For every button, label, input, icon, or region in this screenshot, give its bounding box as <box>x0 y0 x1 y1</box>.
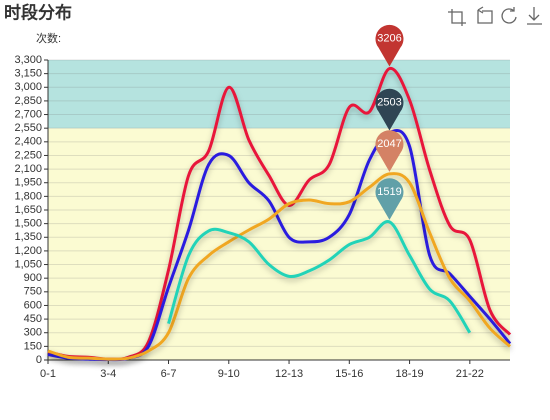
x-tick-label: 0-1 <box>40 368 56 380</box>
y-tick-label: 2,550 <box>14 122 42 134</box>
mark-point-label: 2047 <box>377 138 401 150</box>
y-tick-label: 3,000 <box>14 81 42 93</box>
line <box>167 220 472 334</box>
y-tick-label: 3,150 <box>14 68 42 80</box>
x-tick-label: 15-16 <box>335 368 363 380</box>
y-tick-label: 1,650 <box>14 204 42 216</box>
y-tick-label: 300 <box>24 327 42 339</box>
y-tick-label: 2,250 <box>14 149 42 161</box>
y-tick-label: 1,050 <box>14 258 42 270</box>
y-tick-label: 600 <box>24 299 42 311</box>
band <box>48 128 510 360</box>
line <box>47 172 512 361</box>
x-tick-label: 12-13 <box>275 368 303 380</box>
y-tick-label: 2,100 <box>14 163 42 175</box>
mark-point-label: 3206 <box>377 32 401 44</box>
x-tick-label: 18-19 <box>395 368 423 380</box>
y-tick-label: 1,800 <box>14 190 42 202</box>
mark-point-label: 1519 <box>377 186 401 198</box>
mark-point <box>375 88 404 131</box>
y-tick-label: 2,700 <box>14 108 42 120</box>
x-tick-label: 6-7 <box>161 368 177 380</box>
x-tick-label: 3-4 <box>100 368 116 380</box>
mark-point-label: 2503 <box>377 96 401 108</box>
restore-icon[interactable] <box>501 7 517 24</box>
zoom-icon[interactable] <box>448 9 466 26</box>
zoom-back-icon[interactable] <box>477 6 493 24</box>
y-tick-label: 450 <box>24 313 42 325</box>
y-tick-label: 0 <box>36 354 42 366</box>
save-icon[interactable] <box>527 7 542 25</box>
y-tick-label: 1,350 <box>14 231 42 243</box>
y-tick-label: 1,500 <box>14 218 42 230</box>
x-tick-label: 21-22 <box>456 368 484 380</box>
y-tick-label: 750 <box>24 286 42 298</box>
y-tick-label: 2,400 <box>14 136 42 148</box>
y-tick-label: 3,300 <box>14 54 42 66</box>
y-tick-label: 1,200 <box>14 245 42 257</box>
mark-point <box>375 24 404 67</box>
mark-point <box>375 130 404 172</box>
x-tick-label: 9-10 <box>218 368 240 380</box>
y-tick-label: 900 <box>24 272 42 284</box>
y-tick-label: 150 <box>24 340 42 352</box>
y-axis-label: 次数: <box>36 31 61 45</box>
mark-point <box>375 178 404 220</box>
y-tick-label: 2,850 <box>14 95 42 107</box>
y-tick-label: 1,950 <box>14 177 42 189</box>
chart-title: 时段分布 <box>4 2 72 22</box>
band <box>48 60 510 129</box>
toolbox[interactable] <box>448 6 542 26</box>
